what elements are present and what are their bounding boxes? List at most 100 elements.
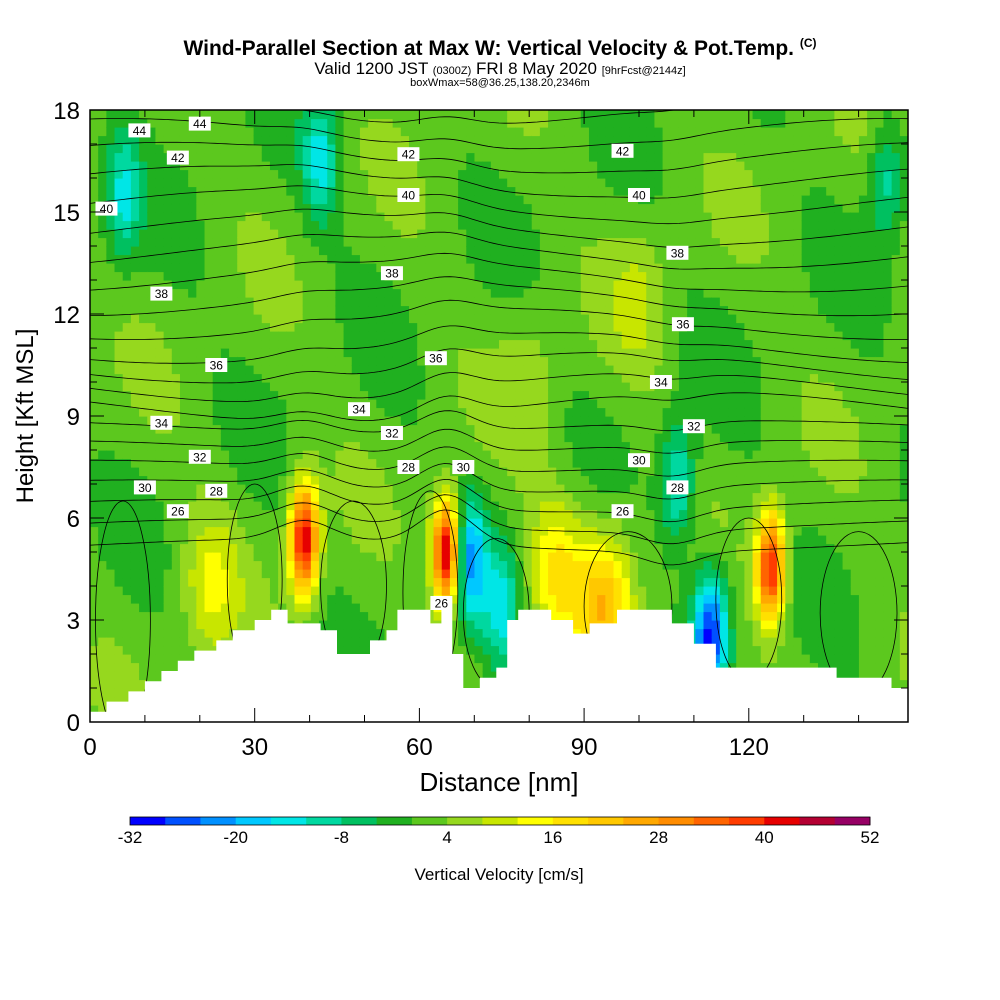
field-cell xyxy=(278,441,287,451)
field-cell xyxy=(90,492,99,502)
field-cell xyxy=(196,246,206,256)
field-cell xyxy=(155,178,165,188)
field-cell xyxy=(392,169,402,179)
field-cell xyxy=(343,603,353,613)
field-cell xyxy=(384,237,394,247)
field-cell xyxy=(638,271,647,281)
field-cell xyxy=(466,577,476,587)
field-cell xyxy=(515,458,525,468)
field-cell xyxy=(220,305,230,315)
field-cell xyxy=(220,407,230,417)
field-cell xyxy=(310,144,320,154)
field-cell xyxy=(638,433,647,443)
field-cell xyxy=(613,195,623,205)
field-cell xyxy=(269,212,279,222)
field-cell xyxy=(261,467,271,477)
field-cell xyxy=(155,229,165,239)
field-cell xyxy=(376,263,386,273)
field-cell xyxy=(351,271,361,281)
field-cell xyxy=(343,203,353,213)
field-cell xyxy=(278,178,287,188)
field-cell xyxy=(351,382,361,392)
field-cell xyxy=(556,594,566,604)
field-cell xyxy=(335,620,345,630)
field-cell xyxy=(114,628,124,638)
field-cell xyxy=(204,110,214,120)
field-cell xyxy=(646,407,656,417)
field-cell xyxy=(302,118,312,128)
field-cell xyxy=(646,467,656,477)
field-cell xyxy=(564,603,574,613)
field-cell xyxy=(196,484,206,494)
field-cell xyxy=(261,535,271,545)
field-cell xyxy=(253,356,263,366)
field-cell xyxy=(597,203,606,213)
field-cell xyxy=(449,237,459,247)
field-cell xyxy=(253,118,263,128)
field-cell xyxy=(638,543,647,553)
field-cell xyxy=(433,110,443,120)
field-cell xyxy=(384,178,394,188)
field-cell xyxy=(343,110,353,120)
field-cell xyxy=(98,254,107,264)
field-cell xyxy=(409,322,418,332)
field-cell xyxy=(253,220,263,230)
field-cell xyxy=(368,433,377,443)
field-cell xyxy=(253,458,263,468)
field-cell xyxy=(425,237,435,247)
field-cell xyxy=(106,382,116,392)
field-cell xyxy=(499,339,508,349)
field-cell xyxy=(580,263,590,273)
field-cell xyxy=(286,118,296,128)
field-cell xyxy=(335,246,345,256)
field-cell xyxy=(130,322,140,332)
field-cell xyxy=(188,399,197,409)
field-cell xyxy=(580,484,590,494)
field-cell xyxy=(449,543,459,553)
field-cell xyxy=(458,178,467,188)
field-cell xyxy=(564,509,574,519)
field-cell xyxy=(171,280,181,290)
field-cell xyxy=(335,365,345,375)
field-cell xyxy=(458,552,467,562)
field-cell xyxy=(179,339,189,349)
field-cell xyxy=(155,169,165,179)
field-cell xyxy=(515,212,525,222)
field-cell xyxy=(458,144,467,154)
field-cell xyxy=(368,509,377,519)
field-cell xyxy=(417,220,426,230)
field-cell xyxy=(269,450,279,460)
field-cell xyxy=(499,220,508,230)
field-cell xyxy=(147,569,157,579)
field-cell xyxy=(580,212,590,222)
field-cell xyxy=(482,441,492,451)
field-cell xyxy=(278,560,287,570)
field-cell xyxy=(106,118,116,128)
field-cell xyxy=(597,424,606,434)
field-cell xyxy=(539,118,549,128)
field-cell xyxy=(466,373,476,383)
field-cell xyxy=(229,314,238,324)
field-cell xyxy=(278,237,287,247)
field-cell xyxy=(163,603,173,613)
field-cell xyxy=(482,246,492,256)
field-cell xyxy=(417,373,426,383)
field-cell xyxy=(572,433,582,443)
field-cell xyxy=(220,152,230,162)
field-cell xyxy=(474,339,484,349)
field-cell xyxy=(441,135,451,145)
field-cell xyxy=(286,594,296,604)
field-cell xyxy=(261,263,271,273)
field-cell xyxy=(90,407,99,417)
field-cell xyxy=(515,543,525,553)
field-cell xyxy=(261,322,271,332)
field-cell xyxy=(310,560,320,570)
field-cell xyxy=(359,628,369,638)
field-cell xyxy=(539,484,549,494)
field-cell xyxy=(319,152,328,162)
field-cell xyxy=(130,229,140,239)
field-cell xyxy=(245,526,255,536)
field-cell xyxy=(302,535,312,545)
field-cell xyxy=(507,560,516,570)
field-cell xyxy=(376,144,386,154)
